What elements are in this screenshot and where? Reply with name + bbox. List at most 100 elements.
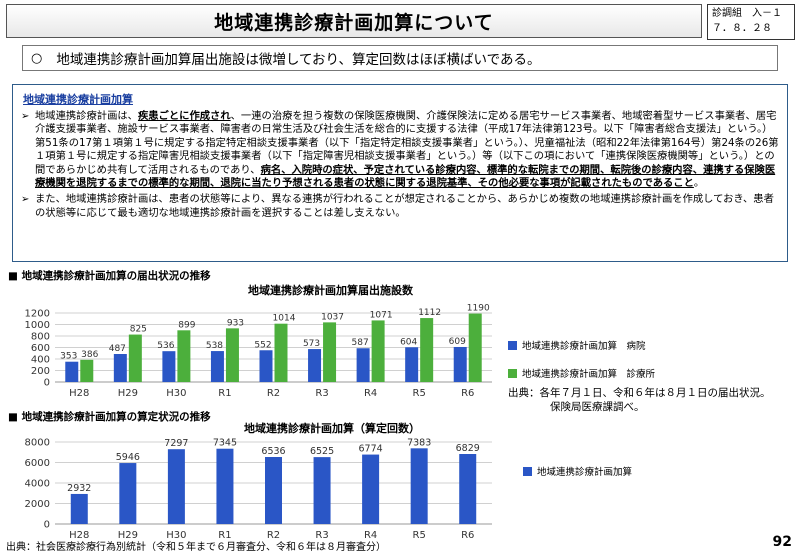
info-title: 地域連携診療計画加算 (21, 91, 135, 107)
y-tick-label: 6000 (25, 458, 50, 469)
chart1-legend: 地域連携診療計画加算 病院 地域連携診療計画加算 診療所 (508, 338, 655, 394)
bar (459, 454, 477, 524)
x-tick-label: R1 (218, 388, 231, 399)
bar (210, 351, 224, 382)
legend-item-clinic: 地域連携診療計画加算 診療所 (508, 366, 655, 380)
bar (410, 448, 428, 524)
section2-label: ■ 地域連携診療計画加算の算定状況の推移 (8, 411, 211, 423)
bar (313, 457, 331, 524)
info-box: 地域連携診療計画加算 ➢ 地域連携診療計画は、疾患ごとに作成され、一連の治療を担… (12, 84, 788, 262)
data-label: 386 (81, 350, 98, 360)
footer-source: 出典：社会医療診療行為別統計（令和５年まで６月審査分、令和６年は８月審査分） (6, 542, 386, 553)
chart1-title: 地域連携診療計画加算届出施設数 (248, 284, 413, 297)
legend-swatch-green (508, 368, 517, 378)
y-tick-label: 0 (44, 520, 50, 531)
p1-highlight-d: 病名、入院時の症状、予定されている診療内容、標準的な転院までの期間、転院後の診療… (35, 163, 776, 190)
x-tick-label: R1 (218, 530, 231, 541)
x-tick-label: R6 (461, 388, 474, 399)
y-tick-label: 8000 (25, 438, 50, 449)
claim-count-chart: 0 2000 4000 6000 8000 2932 H28 5946 H29 7297 H30 73… (25, 437, 492, 541)
data-label: 6536 (261, 446, 285, 457)
data-label: 353 (60, 352, 77, 362)
data-label: 609 (449, 337, 466, 347)
x-tick-label: H28 (69, 530, 89, 541)
x-tick-label: H30 (166, 388, 186, 399)
bar (162, 351, 176, 382)
x-tick-label: R4 (364, 388, 377, 399)
bar (420, 318, 434, 382)
legend-label-claims: 地域連携診療計画加算 (537, 467, 633, 478)
data-label: 933 (227, 318, 244, 328)
y-tick-label: 200 (31, 366, 50, 377)
data-label: 1112 (418, 308, 441, 318)
data-label: 487 (109, 344, 126, 354)
bar (265, 457, 282, 524)
data-label: 7297 (164, 438, 188, 449)
data-label: 6525 (310, 446, 334, 457)
data-label: 536 (157, 341, 174, 351)
document-reference-box: 診調組 入－１ ７．８．２８ (707, 4, 795, 40)
page-title-bar: 地域連携診療計画加算について (6, 4, 702, 38)
x-tick-label: H29 (118, 388, 138, 399)
bar (356, 348, 370, 382)
data-label: 587 (352, 338, 369, 348)
data-label: 825 (130, 325, 147, 335)
chart1-source-note: 出典：各年７月１日、令和６年は８月１日の届出状況。 保険局医療課調べ。 (508, 386, 771, 414)
doc-ref-line2: ７．８．２８ (712, 23, 772, 34)
data-label: 6774 (359, 444, 383, 455)
data-label: 5946 (116, 452, 140, 463)
source-note-line1: 出典：各年７月１日、令和６年は８月１日の届出状況。 (508, 387, 771, 399)
data-label: 1071 (370, 310, 393, 320)
data-label: 604 (400, 337, 417, 347)
data-label: 1037 (321, 312, 344, 322)
summary-marker: ○ (31, 50, 43, 66)
bar (177, 330, 191, 382)
data-label: 7383 (407, 437, 431, 448)
data-label: 6829 (456, 443, 480, 454)
legend-label-clinic: 地域連携診療計画加算 診療所 (522, 369, 656, 380)
data-label: 573 (303, 339, 320, 349)
y-tick-label: 0 (44, 378, 50, 389)
x-tick-label: H30 (166, 530, 186, 541)
x-tick-label: H29 (118, 530, 138, 541)
legend-item-hospital: 地域連携診療計画加算 病院 (508, 338, 655, 352)
data-label: 7345 (213, 438, 237, 449)
data-label: 1014 (273, 314, 296, 324)
info-paragraph-2: ➢ また、地域連携診療計画は、患者の状態等により、異なる連携が行われることが想定… (21, 193, 779, 220)
y-tick-label: 800 (31, 332, 50, 343)
data-label: 2932 (67, 483, 91, 494)
p1-text-e: 。 (693, 177, 705, 190)
info-paragraph-1: ➢ 地域連携診療計画は、疾患ごとに作成され、一連の治療を担う複数の保険医療機関、… (21, 110, 779, 190)
y-tick-label: 1200 (25, 309, 50, 320)
source-note-line2: 保険局医療課調べ。 (550, 401, 645, 413)
p1-highlight-b: 疾患ごとに作成され (137, 110, 231, 122)
arrow-bullet-icon: ➢ (21, 111, 30, 122)
y-tick-label: 600 (31, 343, 50, 354)
section1-label: ■ 地域連携診療計画加算の届出状況の推移 (8, 270, 211, 282)
bar (70, 493, 88, 524)
bar (128, 334, 142, 382)
page-number: 92 (772, 534, 792, 550)
summary-box: ○ 地域連携診療計画加算届出施設は微増しており、算定回数はほぼ横ばいである。 (22, 45, 778, 71)
bar (113, 353, 127, 382)
x-tick-label: R3 (315, 388, 328, 399)
legend-swatch-blue (508, 340, 517, 350)
x-tick-label: R6 (461, 530, 474, 541)
bar (216, 448, 234, 524)
x-tick-label: H28 (69, 388, 89, 399)
legend-item-claims: 地域連携診療計画加算 (523, 464, 632, 478)
bar (308, 349, 322, 382)
y-tick-label: 4000 (25, 479, 50, 490)
bar (80, 359, 94, 382)
data-label: 899 (178, 320, 195, 330)
bar (371, 320, 385, 382)
y-tick-label: 2000 (25, 499, 50, 510)
x-tick-label: R3 (315, 530, 328, 541)
y-tick-label: 1000 (25, 320, 50, 331)
data-label: 538 (206, 341, 223, 351)
y-tick-label: 400 (31, 355, 50, 366)
doc-ref-line1: 診調組 入－１ (712, 8, 782, 19)
bar (65, 361, 79, 382)
bar (405, 347, 419, 382)
